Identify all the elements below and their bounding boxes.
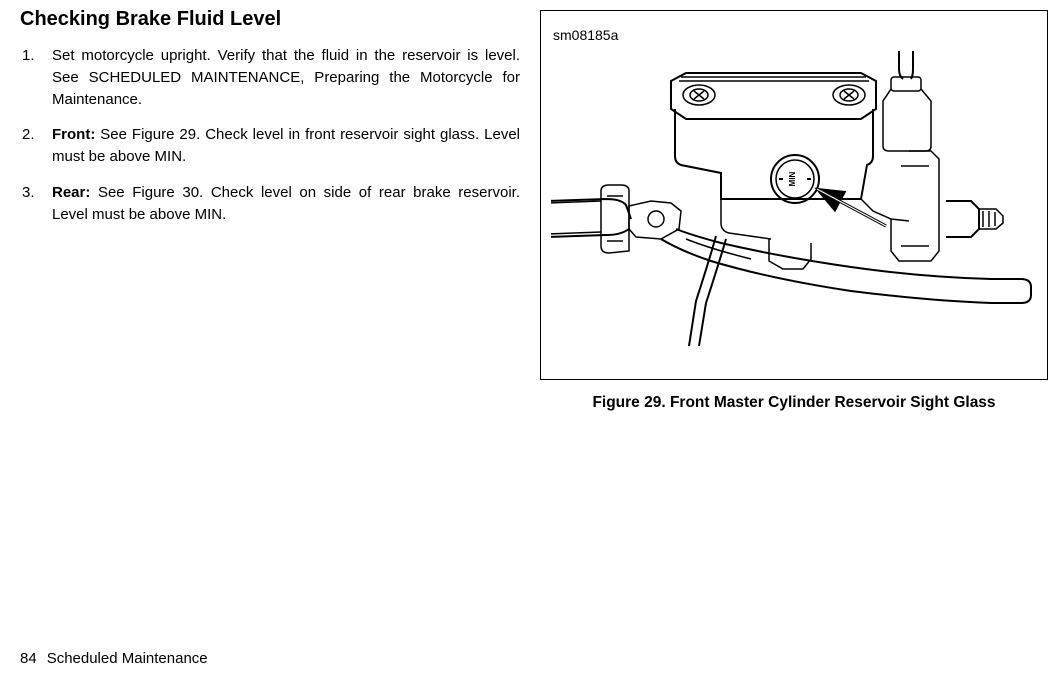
figure-id: sm08185a — [553, 27, 618, 43]
bold-label: Rear: — [52, 184, 90, 201]
page-footer: 84 Scheduled Maintenance — [20, 650, 208, 667]
instruction-item: 2. Front: See Figure 29. Check level in … — [20, 124, 520, 168]
svg-text:MIN: MIN — [788, 171, 797, 186]
figure-caption: Figure 29. Front Master Cylinder Reservo… — [540, 394, 1048, 412]
instruction-item: 3. Rear: See Figure 30. Check level on s… — [20, 182, 520, 226]
instruction-body: See Figure 30. Check level on side of re… — [52, 184, 520, 223]
instruction-text: Set motorcycle upright. Verify that the … — [52, 45, 520, 110]
instruction-number: 3. — [20, 182, 52, 226]
instruction-list: 1. Set motorcycle upright. Verify that t… — [20, 45, 520, 225]
instruction-body: See Figure 29. Check level in front rese… — [52, 126, 520, 165]
brake-reservoir-diagram: MIN — [551, 51, 1041, 371]
instruction-item: 1. Set motorcycle upright. Verify that t… — [20, 45, 520, 110]
page-number: 84 — [20, 650, 37, 667]
footer-section: Scheduled Maintenance — [47, 650, 208, 667]
instruction-number: 2. — [20, 124, 52, 168]
bold-label: Front: — [52, 126, 95, 143]
section-heading: Checking Brake Fluid Level — [20, 8, 520, 31]
instruction-text: Front: See Figure 29. Check level in fro… — [52, 124, 520, 168]
instruction-text: Rear: See Figure 30. Check level on side… — [52, 182, 520, 226]
figure-box: sm08185a — [540, 10, 1048, 380]
instruction-number: 1. — [20, 45, 52, 110]
